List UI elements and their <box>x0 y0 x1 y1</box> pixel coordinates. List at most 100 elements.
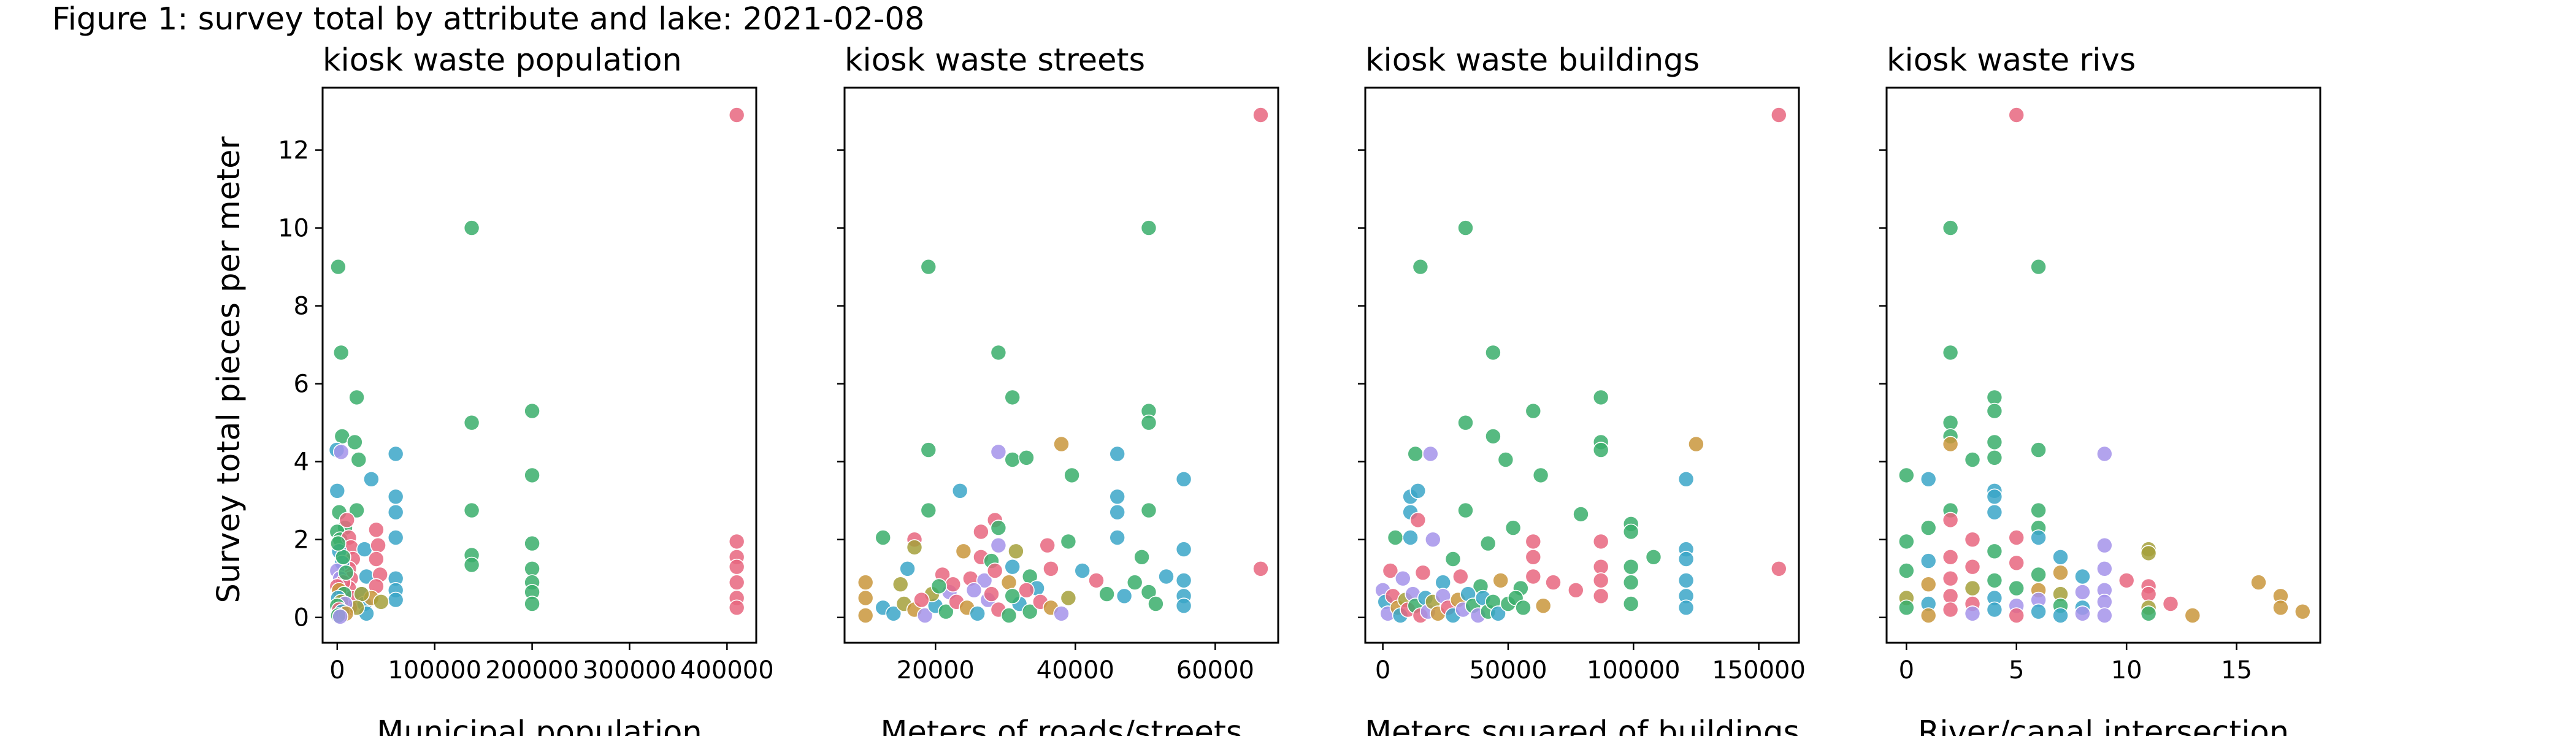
data-point <box>1252 107 1269 123</box>
panel-title: kiosk waste streets <box>845 42 1145 79</box>
data-point <box>1525 548 1542 565</box>
data-point <box>1452 568 1469 585</box>
data-point <box>1444 551 1462 567</box>
panel-title: kiosk waste buildings <box>1365 42 1700 79</box>
data-point <box>1986 572 2003 589</box>
data-point <box>1402 529 1419 546</box>
data-point <box>2140 605 2157 622</box>
data-point <box>1492 572 1509 589</box>
data-point <box>387 504 404 521</box>
data-point <box>339 512 356 529</box>
data-point <box>906 539 923 556</box>
data-point <box>920 502 937 519</box>
data-points <box>1374 107 1787 624</box>
data-point <box>1175 572 1192 589</box>
data-point <box>1920 607 1937 624</box>
data-point <box>1043 560 1059 577</box>
data-point <box>920 258 937 275</box>
data-point <box>1568 581 1584 599</box>
data-point <box>1573 506 1589 523</box>
data-point <box>524 535 540 552</box>
data-point <box>2074 584 2091 600</box>
x-axis-label: Municipal population <box>377 715 702 736</box>
scatter-panel-3: kiosk waste buildings 0 50000 100000 150000 M… <box>1358 42 1806 736</box>
data-point <box>1109 445 1125 462</box>
data-point <box>1505 519 1522 536</box>
data-point <box>2294 603 2311 620</box>
data-point <box>387 591 404 608</box>
data-point <box>1175 470 1192 488</box>
data-point <box>2008 580 2025 597</box>
x-tick-label: 20000 <box>897 656 975 684</box>
y-tick-label: 2 <box>294 526 309 554</box>
data-point <box>2162 596 2179 612</box>
x-tick-label: 200000 <box>485 656 579 684</box>
data-point <box>857 589 874 607</box>
x-tick-label: 100000 <box>388 656 481 684</box>
data-point <box>1898 533 1915 550</box>
x-tick-label: 150000 <box>1712 656 1806 684</box>
data-point <box>990 443 1007 461</box>
data-point <box>1964 580 1981 597</box>
data-point <box>1414 564 1432 581</box>
y-tick-label: 8 <box>294 293 309 321</box>
data-point <box>899 560 916 577</box>
data-point <box>1942 512 1959 529</box>
data-point <box>330 535 347 552</box>
data-point <box>350 451 367 468</box>
scatter-panel-4: kiosk waste rivs 0 5 10 15 River/canal inters… <box>1879 42 2321 736</box>
data-point <box>2140 545 2157 562</box>
data-point <box>976 572 993 589</box>
data-point <box>363 470 380 488</box>
data-point <box>368 551 385 567</box>
data-point <box>1592 572 1609 589</box>
data-point <box>1018 449 1035 466</box>
data-point <box>1175 597 1192 615</box>
x-tick-label: 100000 <box>1587 656 1681 684</box>
data-point <box>330 258 347 275</box>
x-tick-label: 400000 <box>680 656 774 684</box>
data-point <box>1964 558 1981 575</box>
data-point <box>1064 467 1080 484</box>
data-point <box>1898 562 1915 579</box>
data-point <box>463 414 480 431</box>
data-point <box>938 603 954 620</box>
data-point <box>990 537 1007 554</box>
data-point <box>1382 562 1399 579</box>
data-point <box>1898 467 1915 484</box>
data-point <box>1060 533 1077 550</box>
y-tick-label: 0 <box>294 604 309 632</box>
data-point <box>1109 529 1125 546</box>
data-point <box>1677 551 1695 567</box>
x-tick-label: 0 <box>1375 656 1390 684</box>
data-point <box>1525 533 1542 550</box>
data-point <box>1535 597 1552 615</box>
data-point <box>1004 389 1021 406</box>
data-point <box>1133 548 1150 565</box>
data-point <box>1140 414 1157 431</box>
data-point <box>524 402 540 420</box>
data-point <box>1986 488 2003 505</box>
data-point <box>524 560 540 577</box>
data-point <box>1109 488 1125 505</box>
data-point <box>1395 570 1411 587</box>
data-point <box>368 521 385 539</box>
data-point <box>1008 543 1024 560</box>
data-point <box>913 591 930 608</box>
x-tick-label: 300000 <box>583 656 677 684</box>
data-point <box>1622 558 1639 575</box>
data-point <box>1479 535 1497 552</box>
data-point <box>2096 607 2113 624</box>
data-point <box>1457 502 1474 519</box>
data-point <box>1000 574 1018 591</box>
data-point <box>347 434 363 451</box>
data-point <box>1158 568 1175 585</box>
data-point <box>463 556 480 573</box>
data-point <box>728 107 745 123</box>
data-point <box>348 502 365 519</box>
data-point <box>1018 581 1035 599</box>
data-point <box>1677 572 1695 589</box>
data-point <box>973 523 989 540</box>
data-point <box>2074 568 2091 585</box>
data-point <box>1942 344 1959 361</box>
